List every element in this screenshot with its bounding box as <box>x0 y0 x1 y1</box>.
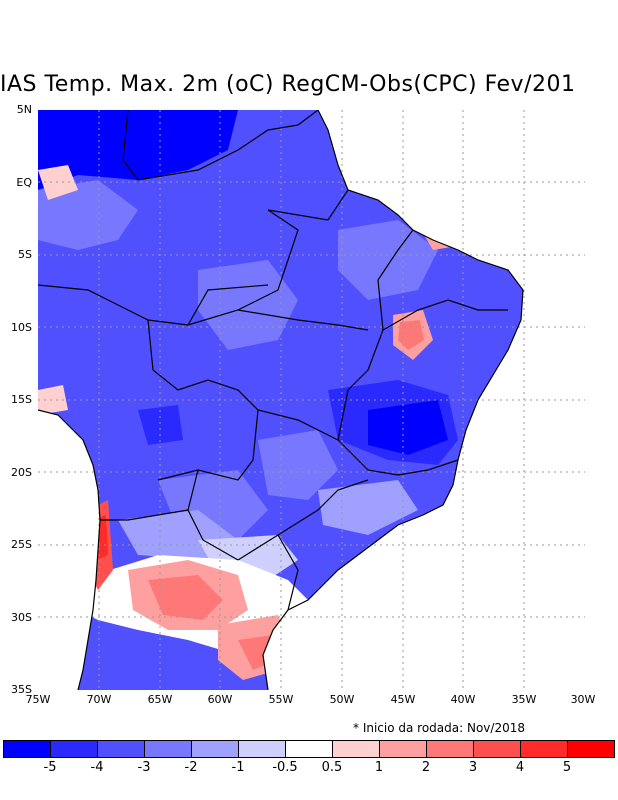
footnote: * Inicio da rodada: Nov/2018 <box>353 721 525 735</box>
colorbar-label: -2 <box>184 760 198 775</box>
colorbar-label: 0.5 <box>321 760 343 775</box>
lon-label-35w: 35W <box>511 693 537 706</box>
lat-label-35s: 35S <box>11 683 32 696</box>
grid-lines <box>38 110 585 690</box>
colorbar-segment <box>98 740 145 758</box>
lat-label-5s: 5S <box>18 248 32 261</box>
colorbar-label: -0.5 <box>272 760 298 775</box>
colorbar-segment <box>286 740 333 758</box>
colorbar-segment <box>333 740 380 758</box>
colorbar-label: -5 <box>43 760 57 775</box>
colorbar-label: 2 <box>421 760 431 775</box>
lat-label-30s: 30S <box>11 611 32 624</box>
colorbar-label: 3 <box>468 760 478 775</box>
colorbar-label: -3 <box>137 760 151 775</box>
colorbar-segment <box>521 740 568 758</box>
lon-label-30w: 30W <box>570 693 596 706</box>
lon-label-60w: 60W <box>207 693 233 706</box>
lon-label-65w: 65W <box>147 693 173 706</box>
colorbar-segment <box>51 740 98 758</box>
colorbar-segment <box>427 740 474 758</box>
lon-label-45w: 45W <box>390 693 416 706</box>
colorbar-segment <box>145 740 192 758</box>
colorbar-segment <box>239 740 286 758</box>
colorbar-segment <box>192 740 239 758</box>
colorbar-label: 1 <box>374 760 384 775</box>
colorbar-segment <box>568 740 615 758</box>
lon-label-40w: 40W <box>450 693 476 706</box>
coastlines-borders <box>38 110 524 690</box>
lat-label-25s: 25S <box>11 538 32 551</box>
map-title: IAS Temp. Max. 2m (oC) RegCM-Obs(CPC) Fe… <box>0 72 576 97</box>
lon-label-75w: 75W <box>25 693 51 706</box>
colorbar-segment <box>474 740 521 758</box>
lat-label-5n: 5N <box>16 103 32 116</box>
lat-label-10s: 10S <box>11 321 32 334</box>
lat-label-20s: 20S <box>11 466 32 479</box>
colorbar-segment <box>3 740 51 758</box>
lat-label-15s: 15S <box>11 393 32 406</box>
colorbar-label: 4 <box>515 760 525 775</box>
lon-label-55w: 55W <box>268 693 294 706</box>
colorbar-label: 5 <box>562 760 572 775</box>
anomaly-shading <box>38 110 523 690</box>
lon-label-70w: 70W <box>86 693 112 706</box>
colorbar-segment <box>380 740 427 758</box>
colorbar-label: -4 <box>90 760 104 775</box>
colorbar <box>3 740 615 758</box>
anomaly-map <box>38 110 585 690</box>
lat-label-eq: EQ <box>16 176 32 189</box>
lon-label-50w: 50W <box>329 693 355 706</box>
map-panel <box>38 110 585 690</box>
colorbar-label: -1 <box>231 760 245 775</box>
